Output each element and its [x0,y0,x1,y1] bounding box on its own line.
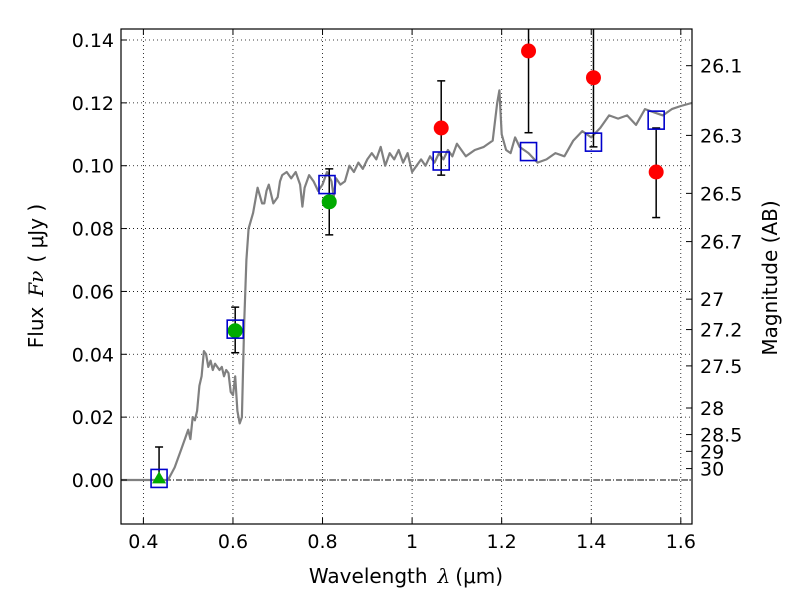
y-axis-label-symbol: Fν [24,271,48,298]
y-tick-label: 0.12 [72,93,114,115]
magnitude-tick-label: 30 [700,459,724,481]
magnitude-tick-label: 28 [700,398,724,420]
axis-ticks: 0.4 0.6 0.8 1 1.2 1.4 1.6 0.00 0.02 0.04 0.06 0.08 0… [72,29,742,553]
x-axis-label-symbol: λ [437,564,451,588]
magnitude-tick-label: 27 [700,289,724,311]
red-data-point [585,70,601,86]
red-data-point [648,164,664,180]
x-tick-label: 0.8 [307,531,337,553]
magnitude-tick-label: 26.7 [700,232,742,254]
x-axis-label: Wavelength λ (μm) [309,564,503,588]
magnitude-tick-label: 29 [700,441,724,463]
x-tick-label: 0.6 [218,531,248,553]
model-square-point [318,174,336,195]
y-tick-label: 0.14 [72,30,114,52]
magnitude-tick-label: 26.1 [700,56,742,78]
green-triangle-point [152,471,167,484]
plot-background [121,29,692,524]
model-square-point [584,132,603,152]
model-square-point [519,141,538,162]
model-spectrum-line [121,89,692,482]
data-marks-overflow [150,29,665,489]
red-data-point [521,43,537,59]
green-data-point [227,323,243,339]
x-axis-label-text: Wavelength [309,564,428,588]
magnitude-tick-label: 28.5 [700,425,742,447]
magnitude-axis-label: Magnitude (AB) [758,200,782,355]
data-marks [121,89,692,482]
y-axis-label: Flux Fν ( μJy ) [24,204,48,348]
magnitude-tick-label: 27.2 [700,320,742,342]
magnitude-tick-label: 26.5 [700,183,742,205]
y-tick-label: 0.10 [72,156,114,178]
y-tick-label: 0.04 [72,344,114,366]
grid-lines [121,29,692,524]
x-tick-label: 1.2 [487,531,517,553]
magnitude-tick-label: 26.3 [700,125,742,147]
red-data-point [433,120,449,136]
green-data-point [321,194,337,210]
x-tick-label: 0.4 [128,531,158,553]
y-tick-label: 0.06 [72,281,114,303]
x-tick-label: 1.4 [576,531,606,553]
model-square-point [432,151,451,171]
y-tick-label: 0.00 [72,470,114,492]
model-square-point [150,468,168,489]
y-tick-label: 0.08 [72,219,114,241]
y-axis-label-unit: ( μJy ) [24,204,48,263]
x-tick-label: 1 [406,531,418,553]
y-axis-label-text: Flux [24,306,48,348]
magnitude-tick-label: 27.5 [700,356,742,378]
x-axis-label-unit: (μm) [455,564,503,588]
model-square-point [647,110,665,130]
x-tick-label: 1.6 [666,531,696,553]
y-tick-label: 0.02 [72,407,114,429]
model-square-point [226,319,244,339]
plot-frame [120,28,693,525]
